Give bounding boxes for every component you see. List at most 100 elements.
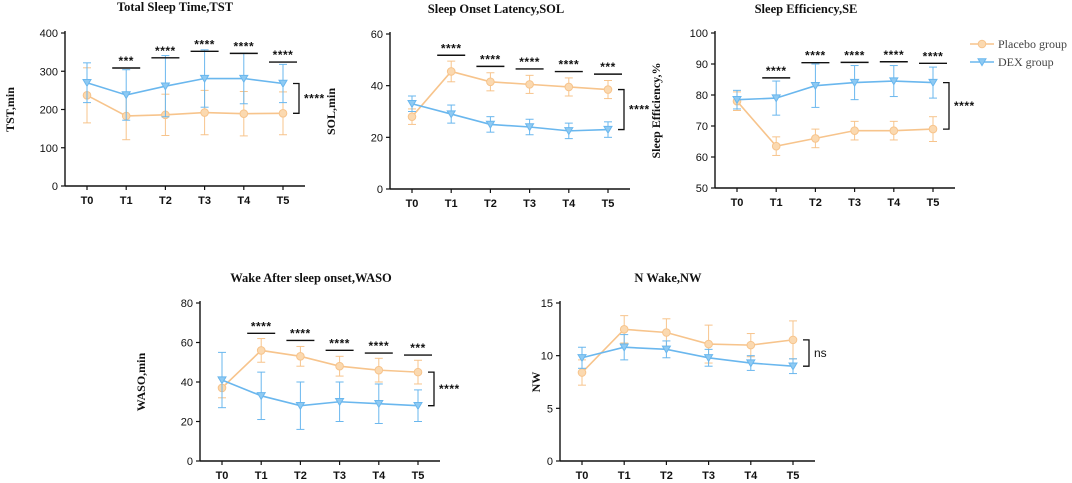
chart-title: Sleep Onset Latency,SOL bbox=[428, 2, 564, 16]
x-tick-label: T2 bbox=[484, 198, 497, 210]
y-tick-label: 300 bbox=[40, 66, 58, 78]
overall-significance-label: ns bbox=[814, 346, 827, 360]
chart-panel-2: Sleep Onset Latency,SOL SOL,min 0 20 40 60 T0 T… bbox=[324, 2, 649, 210]
data-point bbox=[485, 120, 496, 130]
legend: Placebo group DEX group bbox=[970, 37, 1067, 69]
significance-label: **** bbox=[805, 49, 826, 63]
x-tick-label: T5 bbox=[277, 195, 290, 207]
legend-marker bbox=[977, 58, 987, 67]
chart-title: Wake After sleep onset,WASO bbox=[230, 271, 392, 285]
y-tick-label: 0 bbox=[52, 181, 58, 193]
data-point bbox=[486, 77, 495, 87]
overall-significance-label: **** bbox=[954, 99, 975, 113]
significance-label: **** bbox=[923, 49, 944, 63]
significance-label: **** bbox=[368, 339, 389, 353]
x-tick-label: T1 bbox=[618, 470, 631, 482]
series-dex bbox=[407, 95, 613, 140]
data-point bbox=[771, 94, 782, 103]
overall-bracket bbox=[293, 82, 300, 114]
x-tick-label: T4 bbox=[372, 470, 386, 482]
data-point bbox=[849, 78, 860, 88]
series-line bbox=[736, 100, 934, 148]
x-tick-label: T3 bbox=[198, 195, 211, 207]
data-point bbox=[238, 74, 249, 84]
significance-label: **** bbox=[273, 48, 294, 62]
data-point bbox=[746, 340, 756, 350]
x-tick-label: T2 bbox=[660, 470, 673, 482]
y-axis-label: SOL,min bbox=[324, 88, 338, 135]
data-point bbox=[200, 108, 209, 117]
y-tick-label: 40 bbox=[371, 81, 383, 93]
x-tick-label: T4 bbox=[744, 470, 758, 482]
x-tick-label: T5 bbox=[602, 198, 615, 210]
y-tick-label: 70 bbox=[696, 121, 708, 133]
data-point bbox=[661, 345, 672, 354]
y-tick-label: 0 bbox=[187, 456, 193, 468]
data-point bbox=[603, 85, 613, 94]
data-point bbox=[745, 359, 756, 368]
significance-label: *** bbox=[410, 341, 426, 355]
data-point bbox=[563, 127, 574, 136]
data-point bbox=[278, 109, 288, 118]
data-point bbox=[889, 126, 899, 135]
data-point bbox=[577, 354, 587, 363]
significance-label: **** bbox=[558, 58, 579, 72]
x-tick-label: T1 bbox=[770, 197, 783, 209]
data-point bbox=[703, 354, 714, 363]
data-point bbox=[256, 392, 267, 401]
significance-label: **** bbox=[883, 48, 904, 62]
series-placebo bbox=[82, 67, 288, 141]
legend-label: DEX group bbox=[998, 55, 1054, 69]
series-dex bbox=[732, 63, 938, 116]
data-point bbox=[603, 125, 613, 135]
significance-label: **** bbox=[441, 41, 462, 55]
x-tick-label: T4 bbox=[237, 195, 251, 207]
data-point bbox=[888, 77, 899, 86]
y-tick-label: 20 bbox=[181, 417, 193, 429]
data-point bbox=[374, 365, 384, 375]
significance-label: **** bbox=[519, 55, 540, 69]
y-tick-label: 0 bbox=[377, 184, 383, 196]
x-tick-label: T0 bbox=[216, 470, 229, 482]
chart-panel-3: Sleep Efficiency,SE Sleep Efficiency,% 50 6… bbox=[649, 2, 975, 209]
data-point bbox=[928, 78, 938, 88]
data-point bbox=[619, 325, 629, 334]
significance-label: **** bbox=[251, 319, 272, 333]
x-tick-label: T5 bbox=[787, 470, 800, 482]
data-point bbox=[295, 402, 306, 411]
data-point bbox=[771, 141, 781, 151]
x-tick-label: T5 bbox=[927, 197, 940, 209]
x-tick-label: T2 bbox=[294, 470, 307, 482]
x-tick-label: T0 bbox=[81, 195, 94, 207]
y-axis-label: Sleep Efficiency,% bbox=[649, 63, 663, 159]
significance-label: **** bbox=[290, 326, 311, 340]
significance-label: **** bbox=[155, 44, 176, 58]
significance-label: **** bbox=[480, 52, 501, 66]
series-line bbox=[581, 346, 794, 367]
data-point bbox=[788, 335, 798, 345]
data-point bbox=[928, 124, 938, 134]
significance-label: **** bbox=[233, 39, 254, 53]
series-placebo bbox=[577, 315, 798, 386]
data-point bbox=[239, 109, 249, 119]
data-point bbox=[413, 402, 423, 411]
series-dex bbox=[577, 334, 798, 375]
y-tick-label: 100 bbox=[40, 143, 58, 155]
significance-label: **** bbox=[329, 336, 350, 350]
series-line bbox=[86, 77, 284, 96]
series-placebo bbox=[217, 338, 423, 399]
significance-label: *** bbox=[118, 54, 134, 68]
data-point bbox=[334, 398, 345, 407]
data-point bbox=[850, 126, 859, 135]
series-line bbox=[736, 80, 934, 101]
y-tick-label: 60 bbox=[371, 29, 383, 41]
data-point bbox=[788, 362, 798, 371]
chart-panel-1: Total Sleep Time,TST TST,min 0 100 200 300 400… bbox=[3, 0, 324, 207]
y-tick-label: 90 bbox=[696, 59, 708, 71]
y-tick-label: 200 bbox=[40, 105, 58, 117]
legend-marker bbox=[977, 39, 987, 49]
series-line bbox=[411, 102, 609, 132]
overall-bracket bbox=[618, 88, 625, 131]
chart-title: Sleep Efficiency,SE bbox=[755, 2, 858, 16]
